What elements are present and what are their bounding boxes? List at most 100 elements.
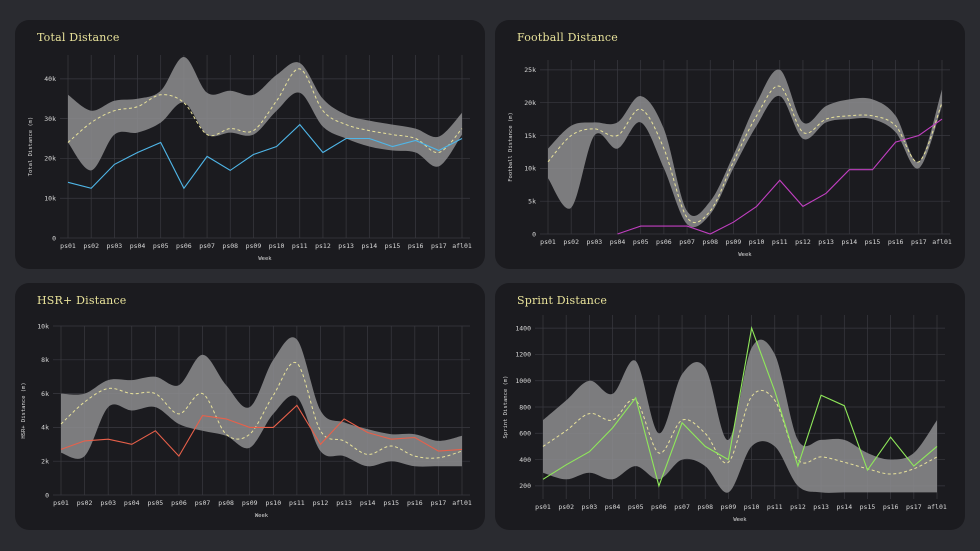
x-tick-label: ps13 [813,503,829,511]
x-tick-label: ps04 [610,238,626,246]
x-tick-label: ps03 [582,503,598,511]
player-line [542,325,938,488]
panel-total-distance: Total Distance 0 10k 20k 30k 40k ps01 ps02 ps03… [15,20,485,269]
chart-hsr-distance: 0 2k 4k 6k 8k 10k ps01 ps02 ps03 ps04 ps05 ps06 ps07… [21,322,472,519]
x-tick-label: ps13 [818,238,834,246]
x-tick-label: ps14 [841,238,857,246]
x-tick-label: ps10 [269,242,285,250]
x-tick-label: ps07 [674,503,690,511]
x-tick-label: ps16 [883,503,899,511]
panel-sprint-distance: Sprint Distance 200 400 600 800 1000 1200 1400… [495,283,965,530]
x-tick-label: ps07 [199,242,215,250]
x-tick-label: ps12 [795,238,811,246]
y-tick-label: 40k [44,75,56,83]
x-tick-label: ps06 [176,242,192,250]
y-tick-label: 10k [44,195,56,203]
y-tick-label: 2k [41,458,49,466]
chart-total-distance: 0 10k 20k 30k 40k ps01 ps02 ps03 ps04 ps05 ps06 ps0… [28,55,472,262]
x-tick-label: ps16 [408,242,424,250]
x-tick-label: ps07 [195,499,211,507]
x-axis-label: Week [255,513,269,519]
x-tick-label: ps01 [60,242,76,250]
y-tick-label: 200 [519,482,531,490]
y-tick-label: 20k [44,155,56,163]
x-tick-label: ps13 [338,242,354,250]
y-tick-label: 20k [524,99,536,107]
y-axis-label: Football Distance (m) [508,112,514,182]
x-tick-label: ps13 [336,499,352,507]
y-tick-label: 30k [44,115,56,123]
x-tick-label: ps15 [860,503,876,511]
x-tick-label: ps05 [153,242,169,250]
x-tick-label: ps08 [222,242,238,250]
x-tick-label: afl01 [452,499,472,507]
x-tick-label: ps04 [605,503,621,511]
x-tick-label: ps14 [360,499,376,507]
x-tick-label: ps03 [587,238,603,246]
x-tick-label: afl01 [927,503,947,511]
y-tick-label: 0 [45,491,49,499]
x-tick-label: ps11 [772,238,788,246]
y-tick-label: 15k [524,132,536,140]
y-tick-label: 0 [532,230,536,238]
x-tick-label: ps01 [53,499,69,507]
x-tick-label: ps05 [628,503,644,511]
x-tick-label: ps10 [744,503,760,511]
x-tick-label: ps08 [697,503,713,511]
x-tick-label: ps06 [656,238,672,246]
x-tick-label: ps10 [749,238,765,246]
y-axis-label: Sprint Distance (m) [503,376,509,439]
x-tick-label: ps08 [702,238,718,246]
y-tick-label: 10k [37,322,49,330]
mean-line [60,361,463,459]
x-tick-label: ps12 [790,503,806,511]
x-axis-label: Week [258,256,272,262]
range-band [61,337,462,467]
y-tick-label: 600 [519,430,531,438]
y-axis-label: Total Distance (m) [28,117,34,177]
x-tick-label: ps12 [313,499,329,507]
x-tick-label: ps14 [836,503,852,511]
y-tick-label: 1200 [515,351,531,359]
chart-title: HSR+ Distance [37,294,127,307]
x-tick-label: ps01 [535,503,551,511]
x-tick-label: ps02 [563,238,579,246]
x-tick-label: ps05 [633,238,649,246]
x-tick-label: ps16 [407,499,423,507]
x-axis-label: Week [738,252,752,258]
player-line [60,404,463,458]
x-tick-label: ps11 [767,503,783,511]
mean-line [547,85,943,224]
x-tick-label: afl01 [452,242,472,250]
y-tick-label: 800 [519,403,531,411]
x-tick-label: ps16 [888,238,904,246]
y-tick-label: 1000 [515,377,531,385]
x-tick-label: ps17 [906,503,922,511]
player-line [617,118,943,235]
x-tick-label: ps11 [289,499,305,507]
x-tick-label: ps02 [83,242,99,250]
x-tick-label: ps01 [540,238,556,246]
x-tick-label: ps15 [383,499,399,507]
chart-sprint-distance: 200 400 600 800 1000 1200 1400 ps01 ps02 ps03 ps04… [503,315,947,523]
x-tick-label: ps17 [431,242,447,250]
x-tick-label: afl01 [932,238,952,246]
y-tick-label: 400 [519,456,531,464]
chart-football-distance: 0 5k 10k 15k 20k 25k ps01 ps02 ps03 ps04 ps05 ps06 p… [508,60,952,258]
x-tick-label: ps04 [124,499,140,507]
x-tick-label: ps03 [107,242,123,250]
x-tick-label: ps09 [726,238,742,246]
x-tick-label: ps08 [218,499,234,507]
y-tick-label: 0 [52,234,56,242]
x-tick-label: ps03 [100,499,116,507]
y-tick-label: 1400 [515,324,531,332]
range-band [548,69,942,228]
player-line [67,123,463,190]
chart-title: Sprint Distance [517,294,608,307]
x-tick-label: ps02 [558,503,574,511]
x-tick-label: ps17 [431,499,447,507]
x-tick-label: ps09 [721,503,737,511]
y-tick-label: 6k [41,390,49,398]
range-band [543,339,937,493]
x-tick-label: ps15 [865,238,881,246]
